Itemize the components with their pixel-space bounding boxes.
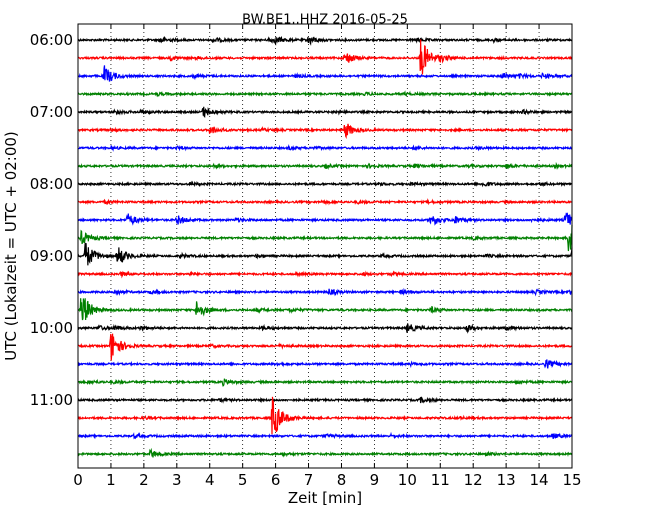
x-tick-label: 1 xyxy=(106,471,116,489)
y-axis-label: UTC (Lokalzeit = UTC + 02:00) xyxy=(2,131,20,361)
y-tick-label: 08:00 xyxy=(30,175,73,193)
x-tick-label: 7 xyxy=(304,471,314,489)
trace-0945 xyxy=(77,298,573,321)
x-tick-label: 15 xyxy=(562,471,581,489)
trace-0700 xyxy=(77,106,573,119)
trace-0930 xyxy=(77,287,573,297)
x-tick-label: 11 xyxy=(431,471,450,489)
trace-1045 xyxy=(77,378,573,387)
chart-title: BW.BE1..HHZ 2016-05-25 xyxy=(242,13,408,28)
y-tick-label: 11:00 xyxy=(30,391,73,409)
x-tick-label: 10 xyxy=(398,471,417,489)
x-tick-label: 2 xyxy=(139,471,149,489)
trace-0745 xyxy=(77,161,573,170)
trace-1130 xyxy=(77,431,573,440)
x-tick-label: 5 xyxy=(238,471,248,489)
plot-frame xyxy=(77,23,573,469)
x-tick-label: 12 xyxy=(464,471,483,489)
x-axis-label: Zeit [min] xyxy=(288,489,362,507)
trace-0800 xyxy=(77,180,573,188)
trace-0915 xyxy=(77,270,573,279)
trace-0645 xyxy=(77,90,573,98)
trace-0600 xyxy=(77,35,573,46)
trace-0900 xyxy=(77,242,573,266)
trace-0845 xyxy=(77,224,573,252)
x-tick-label: 14 xyxy=(530,471,549,489)
trace-1000 xyxy=(77,323,573,334)
trace-1030 xyxy=(77,359,573,369)
y-tick-label: 06:00 xyxy=(30,31,73,49)
trace-0830 xyxy=(77,212,573,226)
trace-0630 xyxy=(77,65,573,82)
y-tick-label: 09:00 xyxy=(30,247,73,265)
x-axis: 0 1 2 3 4 5 6 7 8 9 10 11 12 13 14 15 xyxy=(73,24,582,489)
x-tick-label: 3 xyxy=(172,471,182,489)
y-tick-label: 10:00 xyxy=(30,319,73,337)
x-tick-label: 6 xyxy=(271,471,281,489)
trace-1100 xyxy=(77,396,573,404)
trace-lines xyxy=(77,35,573,458)
trace-0815 xyxy=(77,198,573,206)
trace-0715 xyxy=(77,123,573,140)
x-tick-label: 9 xyxy=(370,471,380,489)
x-tick-label: 13 xyxy=(497,471,516,489)
x-tick-label: 0 xyxy=(73,471,83,489)
trace-1115 xyxy=(77,396,573,435)
trace-1015 xyxy=(77,333,573,361)
y-axis: 06:00 07:00 08:00 09:00 10:00 11:00 xyxy=(30,31,572,409)
trace-0730 xyxy=(77,143,573,152)
x-tick-label: 4 xyxy=(205,471,215,489)
y-tick-label: 07:00 xyxy=(30,103,73,121)
trace-1145 xyxy=(77,447,573,458)
trace-0615 xyxy=(77,39,573,75)
x-tick-label: 8 xyxy=(337,471,347,489)
